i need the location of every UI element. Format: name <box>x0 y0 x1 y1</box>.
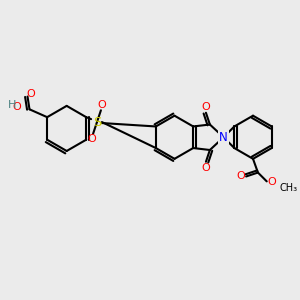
Text: CH₃: CH₃ <box>280 183 298 193</box>
Text: O: O <box>202 102 210 112</box>
Text: O: O <box>267 177 276 188</box>
Text: O: O <box>236 172 244 182</box>
Text: H: H <box>8 100 17 110</box>
Text: S: S <box>93 116 101 129</box>
Text: O: O <box>26 88 35 99</box>
Text: O: O <box>88 134 97 144</box>
Text: O: O <box>98 100 106 110</box>
Text: O: O <box>202 163 210 172</box>
Text: N: N <box>219 131 228 144</box>
Text: O: O <box>12 102 21 112</box>
